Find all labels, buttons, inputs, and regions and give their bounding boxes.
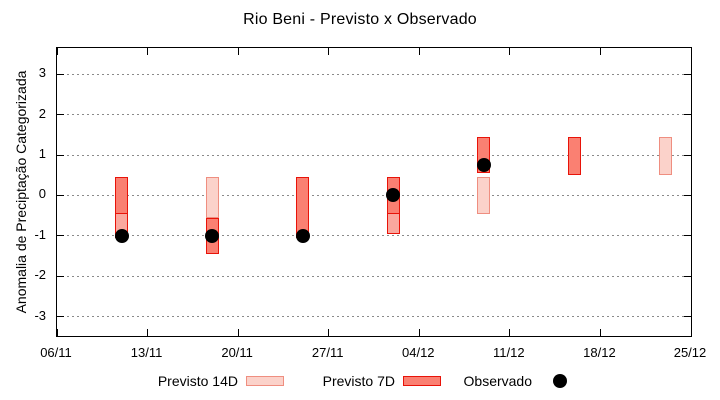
plot-area bbox=[56, 47, 692, 337]
y-tick-right bbox=[684, 73, 691, 75]
x-tick-bottom bbox=[599, 329, 601, 336]
legend-label-observado: Observado bbox=[463, 373, 532, 389]
forecast-range-segment bbox=[568, 136, 582, 176]
y-tick-label: -1 bbox=[34, 226, 46, 242]
x-tick-top bbox=[418, 48, 420, 55]
x-tick-top bbox=[147, 48, 149, 55]
legend-label-previsto-7d: Previsto 7D bbox=[322, 373, 395, 389]
y-tick-right bbox=[684, 154, 691, 156]
forecast-range-segment bbox=[205, 177, 219, 218]
legend-swatch-previsto-14d bbox=[246, 376, 284, 386]
x-tick-bottom bbox=[237, 329, 239, 336]
x-tick-label: 04/12 bbox=[402, 345, 435, 360]
legend-swatch-previsto-7d bbox=[403, 376, 441, 386]
x-tick-top bbox=[690, 48, 692, 55]
x-tick-bottom bbox=[56, 329, 58, 336]
y-tick-label: 0 bbox=[38, 186, 46, 202]
legend-label-previsto-14d: Previsto 14D bbox=[157, 373, 238, 389]
x-tick-bottom bbox=[418, 329, 420, 336]
y-gridline bbox=[57, 316, 691, 318]
forecast-range-segment bbox=[658, 136, 672, 176]
x-tick-label: 06/11 bbox=[40, 345, 72, 360]
y-gridline bbox=[57, 275, 691, 277]
x-tick-label: 20/11 bbox=[221, 345, 253, 360]
legend-dot-observado bbox=[553, 374, 567, 388]
x-tick-bottom bbox=[690, 329, 692, 336]
y-gridline bbox=[57, 73, 691, 75]
y-tick-right bbox=[684, 194, 691, 196]
y-tick-label: 3 bbox=[38, 65, 46, 81]
x-tick-label: 11/12 bbox=[493, 345, 525, 360]
y-tick-left bbox=[57, 194, 64, 196]
x-tick-top bbox=[237, 48, 239, 55]
y-tick-left bbox=[57, 73, 64, 75]
y-tick-left bbox=[57, 235, 64, 237]
y-tick-left bbox=[57, 275, 64, 277]
observado-dot bbox=[295, 228, 310, 243]
y-tick-label: 2 bbox=[38, 105, 46, 121]
x-tick-bottom bbox=[147, 329, 149, 336]
y-tick-label: -2 bbox=[34, 267, 46, 283]
observado-dot bbox=[476, 158, 491, 173]
y-tick-left bbox=[57, 114, 64, 116]
y-tick-right bbox=[684, 114, 691, 116]
x-tick-top bbox=[599, 48, 601, 55]
y-tick-label: 1 bbox=[38, 146, 46, 162]
observado-dot bbox=[114, 228, 129, 243]
y-gridline bbox=[57, 194, 691, 196]
x-tick-bottom bbox=[509, 329, 511, 336]
y-tick-left bbox=[57, 316, 64, 318]
y-tick-right bbox=[684, 235, 691, 237]
x-tick-label: 18/12 bbox=[583, 345, 616, 360]
x-tick-label: 13/11 bbox=[130, 345, 163, 360]
chart-title: Rio Beni - Previsto x Observado bbox=[243, 11, 477, 28]
y-tick-right bbox=[684, 275, 691, 277]
observado-dot bbox=[386, 188, 401, 203]
forecast-range-segment bbox=[477, 177, 491, 214]
x-tick-top bbox=[56, 48, 58, 55]
forecast-range-segment bbox=[115, 177, 129, 214]
y-tick-right bbox=[684, 316, 691, 318]
y-tick-label: -3 bbox=[34, 307, 46, 323]
y-tick-left bbox=[57, 154, 64, 156]
y-gridline bbox=[57, 235, 691, 237]
y-gridline bbox=[57, 114, 691, 116]
observado-dot bbox=[205, 228, 220, 243]
x-tick-bottom bbox=[328, 329, 330, 336]
x-tick-top bbox=[509, 48, 511, 55]
y-gridline bbox=[57, 154, 691, 156]
x-tick-label: 27/11 bbox=[311, 345, 344, 360]
x-tick-top bbox=[328, 48, 330, 55]
x-tick-label: 25/12 bbox=[673, 345, 707, 360]
